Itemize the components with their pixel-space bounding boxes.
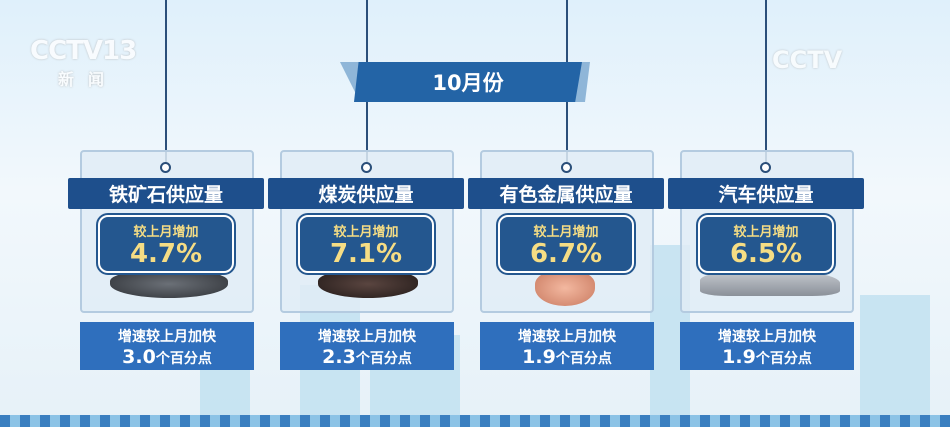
coal-image <box>318 270 418 298</box>
city-building <box>860 295 930 415</box>
speed-box: 增速较上月加快 2.3个百分点 <box>280 322 454 370</box>
value: 6.5% <box>729 239 803 269</box>
cctv-watermark: CCTV <box>772 46 843 74</box>
value: 4.7% <box>129 239 203 269</box>
speed-box: 增速较上月加快 1.9个百分点 <box>480 322 654 370</box>
speed-unit: 个百分点 <box>755 351 812 367</box>
value: 7.1% <box>329 239 403 269</box>
dot-icon <box>160 162 171 173</box>
speed-unit: 个百分点 <box>555 351 612 367</box>
speed-value: 1.9 <box>522 346 556 368</box>
speed-label: 增速较上月加快 <box>718 329 816 345</box>
dot-icon <box>561 162 572 173</box>
card-title: 煤炭供应量 <box>268 178 464 209</box>
value-box: 较上月增加 4.7% <box>96 213 236 275</box>
speed-label: 增速较上月加快 <box>118 329 216 345</box>
hanging-line <box>765 0 767 166</box>
card-title: 铁矿石供应量 <box>68 178 264 209</box>
value-label: 较上月增加 <box>733 225 799 240</box>
value: 6.7% <box>529 239 603 269</box>
dot-icon <box>760 162 771 173</box>
speed-unit: 个百分点 <box>155 351 212 367</box>
speed-value: 2.3 <box>322 346 356 368</box>
card-title: 汽车供应量 <box>668 178 864 209</box>
value-label: 较上月增加 <box>333 225 399 240</box>
speed-value: 3.0 <box>122 346 156 368</box>
value-box: 较上月增加 6.7% <box>496 213 636 275</box>
speed-box: 增速较上月加快 3.0个百分点 <box>80 322 254 370</box>
speed-label: 增速较上月加快 <box>318 329 416 345</box>
hanging-line <box>165 0 167 166</box>
speed-unit: 个百分点 <box>355 351 412 367</box>
month-banner: 10月份 <box>340 62 590 102</box>
value-label: 较上月增加 <box>533 225 599 240</box>
speed-label: 增速较上月加快 <box>518 329 616 345</box>
month-label: 10月份 <box>354 62 582 102</box>
value-box: 较上月增加 6.5% <box>696 213 836 275</box>
car-image <box>700 270 840 296</box>
card-title: 有色金属供应量 <box>468 178 664 209</box>
speed-value: 1.9 <box>722 346 756 368</box>
ground-stripe <box>0 415 950 427</box>
value-box: 较上月增加 7.1% <box>296 213 436 275</box>
speed-box: 增速较上月加快 1.9个百分点 <box>680 322 854 370</box>
cctv13-logo: CCTV13 新闻 <box>30 36 137 89</box>
copper-ingot-image <box>535 270 595 306</box>
dot-icon <box>361 162 372 173</box>
logo-sub: 新闻 <box>58 70 119 89</box>
iron-ore-image <box>110 270 228 298</box>
value-label: 较上月增加 <box>133 225 199 240</box>
